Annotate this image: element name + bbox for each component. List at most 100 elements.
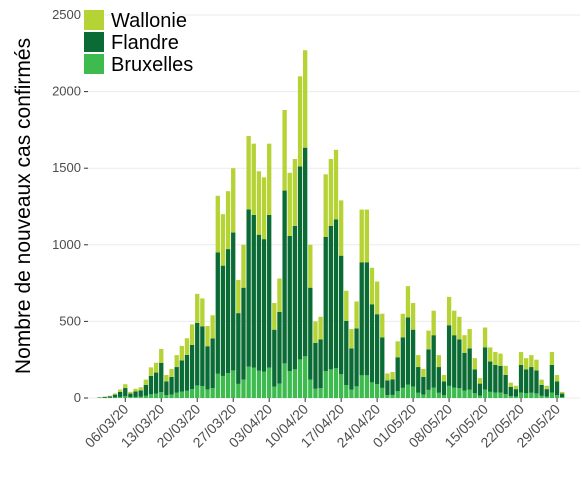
bar-segment	[441, 395, 447, 398]
bar-segment	[210, 338, 215, 389]
bar-segment	[374, 314, 380, 385]
bar-segment	[303, 147, 308, 357]
bar-segment	[292, 225, 298, 370]
bar-segment	[220, 214, 226, 266]
bar-segment	[426, 389, 431, 398]
bar-segment	[457, 339, 462, 389]
bar-segment	[282, 363, 287, 398]
bar-segment	[225, 373, 231, 398]
bar-segment	[282, 109, 287, 191]
bar-segment	[513, 389, 519, 397]
bar-segment	[467, 389, 472, 398]
bar-segment	[318, 339, 323, 389]
bar-segment	[133, 396, 138, 398]
bar-segment	[215, 373, 220, 398]
bar-segment	[231, 168, 236, 233]
bar-segment	[117, 391, 123, 397]
bar-segment	[390, 371, 395, 380]
bar-segment	[539, 384, 544, 396]
bar-segment	[436, 355, 441, 368]
bar-segment	[164, 381, 169, 396]
legend-label: Flandre	[111, 32, 179, 54]
bar-segment	[410, 303, 416, 330]
bar-segment	[328, 369, 334, 398]
bar-segment	[328, 225, 334, 370]
bar-segment	[220, 375, 226, 398]
bar-segment	[236, 383, 241, 398]
bar-segment	[390, 379, 395, 395]
bar-segment	[261, 177, 267, 240]
bar-segment	[405, 286, 411, 318]
bar-segment	[446, 325, 452, 386]
bar-segment	[179, 391, 184, 398]
bar-segment	[267, 367, 272, 398]
bar-segment	[318, 388, 323, 398]
bar-segment	[493, 392, 498, 398]
bar-segment	[148, 375, 154, 395]
bar-segment	[524, 393, 529, 398]
bar-segment	[400, 387, 405, 398]
bar-segment	[472, 369, 477, 394]
bar-segment	[189, 389, 195, 398]
bar-segment	[374, 281, 380, 315]
bar-segment	[503, 365, 508, 375]
bar-segment	[462, 352, 467, 391]
bar-segment	[560, 397, 565, 398]
bar-segment	[354, 301, 359, 329]
y-tick-label: 2500	[52, 7, 81, 22]
bar-segment	[436, 367, 441, 393]
bar-segment	[338, 200, 344, 256]
bar-segment	[431, 335, 436, 388]
bar-segment	[369, 304, 375, 383]
bar-segment	[529, 367, 534, 393]
bar-segment	[195, 322, 200, 386]
bar-segment	[354, 386, 359, 398]
bar-segment	[503, 394, 508, 398]
bar-segment	[267, 214, 272, 368]
bar-segment	[416, 392, 421, 398]
bar-segment	[359, 262, 364, 376]
bar-segment	[534, 393, 539, 398]
bar-segment	[498, 365, 503, 393]
bar-segment	[554, 375, 560, 382]
bar-segment	[446, 385, 452, 398]
bar-segment	[143, 379, 148, 385]
bar-segment	[354, 328, 359, 387]
bar-segment	[508, 382, 513, 387]
bar-segment	[107, 396, 113, 398]
bar-segment	[369, 267, 375, 305]
bar-segment	[313, 321, 318, 343]
bar-segment	[534, 359, 539, 371]
bar-segment	[477, 395, 483, 398]
bar-segment	[123, 396, 128, 398]
bar-segment	[482, 347, 488, 390]
bar-segment	[200, 298, 205, 327]
bar-segment	[287, 235, 292, 372]
bar-segment	[323, 236, 328, 372]
bar-segment	[251, 143, 256, 215]
bar-segment	[128, 393, 133, 398]
bar-segment	[169, 377, 174, 395]
y-axis-title: Nombre de nouveaux cas confirmés	[12, 38, 35, 374]
bar-segment	[102, 396, 107, 398]
bar-segment	[159, 362, 164, 393]
bar-segment	[184, 390, 190, 398]
bar-segment	[364, 262, 370, 376]
bar-segment	[421, 368, 426, 378]
bar-segment	[344, 385, 349, 398]
bar-segment	[410, 386, 416, 398]
bar-segment	[472, 358, 477, 370]
legend-label: Bruxelles	[111, 54, 193, 76]
y-tick-label: 1000	[52, 237, 81, 252]
bar-segment	[256, 370, 262, 398]
bar-segment	[390, 394, 395, 398]
bar-segment	[292, 159, 298, 226]
bar-segment	[112, 393, 118, 395]
bar-segment	[549, 352, 555, 365]
bar-segment	[472, 393, 477, 398]
bar-segment	[421, 394, 426, 398]
bar-segment	[441, 375, 447, 382]
legend-swatch	[84, 54, 104, 74]
bar-segment	[395, 357, 400, 392]
bar-segment	[143, 395, 148, 398]
